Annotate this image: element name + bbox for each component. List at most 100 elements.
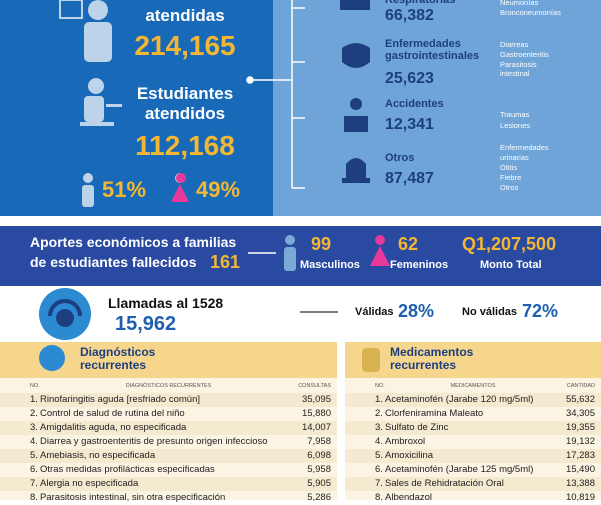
row-number: 8. [30,492,38,503]
row-label: Acetaminofén (Jarabe 125 mg/5ml) [385,464,534,475]
total: 214,165 [134,30,236,61]
table-header: CANTIDAD [566,383,595,389]
row-label: Acetaminofén (Jarabe 120 mg/5ml) [385,394,534,405]
category-value: 25,623 [385,70,434,87]
row-value: 6,098 [307,450,331,461]
row-label: Albendazol [385,492,433,503]
label: atendidos [144,104,226,123]
bullet-item: Otitis [500,163,518,172]
category-label: Otros [385,152,415,164]
row-bg [345,449,601,463]
row-value: 10,819 [565,492,595,503]
row-value: 15,490 [565,464,595,475]
row-label: Ambroxol [385,436,426,447]
table-header: MEDICAMENTOS [450,383,496,389]
row-value: 5,905 [307,478,331,489]
table-header: NO. [30,383,40,389]
label: atendidas [145,6,225,25]
male: 99 [311,234,332,254]
row-label: Sales de Rehidratación Oral [385,478,504,489]
row-number: 2. [30,408,38,419]
table-header: CONSULTAS [298,383,331,389]
bullet-item: intestinal [500,69,530,78]
row-value: 5,958 [307,464,331,475]
row-bg [0,393,337,407]
row-number: 6. [30,464,38,475]
row-label: Clorfeniramina Maleato [385,408,484,419]
row-number: 5. [30,450,38,461]
male-pct: 51% [102,177,147,202]
category-label: Accidentes [385,98,444,110]
category-label: Respiratorias [385,0,456,6]
label: Femeninos [390,259,449,271]
bullet-item: Fiebre [500,173,522,182]
valid: 28% [398,301,435,321]
category-label: Enfermedades [385,38,461,50]
label: Monto Total [480,259,542,271]
row-number: 4. [375,436,383,447]
row-number: 1. [30,394,38,405]
row-bg [345,421,601,435]
students: 112,168 [135,130,235,161]
table-title: recurrentes [390,358,457,372]
row-value: 15,880 [301,408,331,419]
row-value: 17,283 [565,450,595,461]
female-pct: 49% [196,177,241,202]
row-value: 5,286 [307,492,331,503]
category-value: 12,341 [385,116,434,133]
row-value: 14,007 [301,422,331,433]
table-title: recurrentes [80,358,147,372]
bullet-item: Enfermedades [500,143,549,152]
row-bg [0,421,337,435]
row-number: 4. [30,436,38,447]
label: Masculinos [300,259,360,271]
bullet-item: Lesiones [500,121,531,130]
row-label: Amebiasis, no especificada [40,450,156,461]
row-value: 34,305 [565,408,595,419]
row-number: 2. [375,408,383,419]
amount: Q1,207,500 [462,234,557,254]
row-bg [0,449,337,463]
bullet-item: urinarias [500,153,529,162]
table-title: Medicamentos [390,345,474,359]
row-label: Control de salud de rutina del niño [40,408,185,419]
row-value: 19,355 [565,422,595,433]
row-value: 55,632 [565,394,595,405]
female: 62 [398,234,419,254]
label: Válidas [355,306,394,318]
table-title: Diagnósticos [80,345,156,359]
calls-count: 15,962 [115,313,177,335]
row-label: Diarrea y gastroenteritis de presunto or… [40,436,268,447]
row-number: 1. [375,394,383,405]
row-value: 19,132 [565,436,595,447]
aid-count: 161 [210,252,241,272]
row-number: 3. [375,422,383,433]
row-number: 3. [30,422,38,433]
category-value: 87,487 [385,170,434,187]
table-header: DIAGNÓSTICOS RECURRENTES [125,383,212,389]
row-label: Sulfato de Zinc [385,422,449,433]
aid-title: Aportes económicos a familias [30,234,237,250]
row-bg [345,477,601,491]
bullet-item: Gastroenteritis [500,50,549,59]
label: No válidas [462,306,518,318]
row-number: 7. [375,478,383,489]
bullet-item: Traumas [500,110,530,119]
bullet-item: Neumonías [500,0,539,7]
row-number: 6. [375,464,383,475]
category-value: 66,382 [385,7,434,24]
bullet-item: Bronconeumonías [500,8,561,17]
label: Estudiantes [136,84,234,103]
category-label: gastrointestinales [385,50,480,62]
row-value: 13,388 [565,478,595,489]
row-label: Rinofaringitis aguda [resfriado común] [40,394,201,405]
row-label: Amigdalitis aguda, no especificada [40,422,187,433]
invalid: 72% [522,301,559,321]
row-label: Parasitosis intestinal, sin otra especif… [40,492,226,503]
calls-title: Llamadas al 1528 [108,295,224,311]
row-label: Otras medidas profilácticas especificada… [40,464,215,475]
row-bg [0,477,337,491]
row-value: 35,095 [301,394,331,405]
row-number: 5. [375,450,383,461]
